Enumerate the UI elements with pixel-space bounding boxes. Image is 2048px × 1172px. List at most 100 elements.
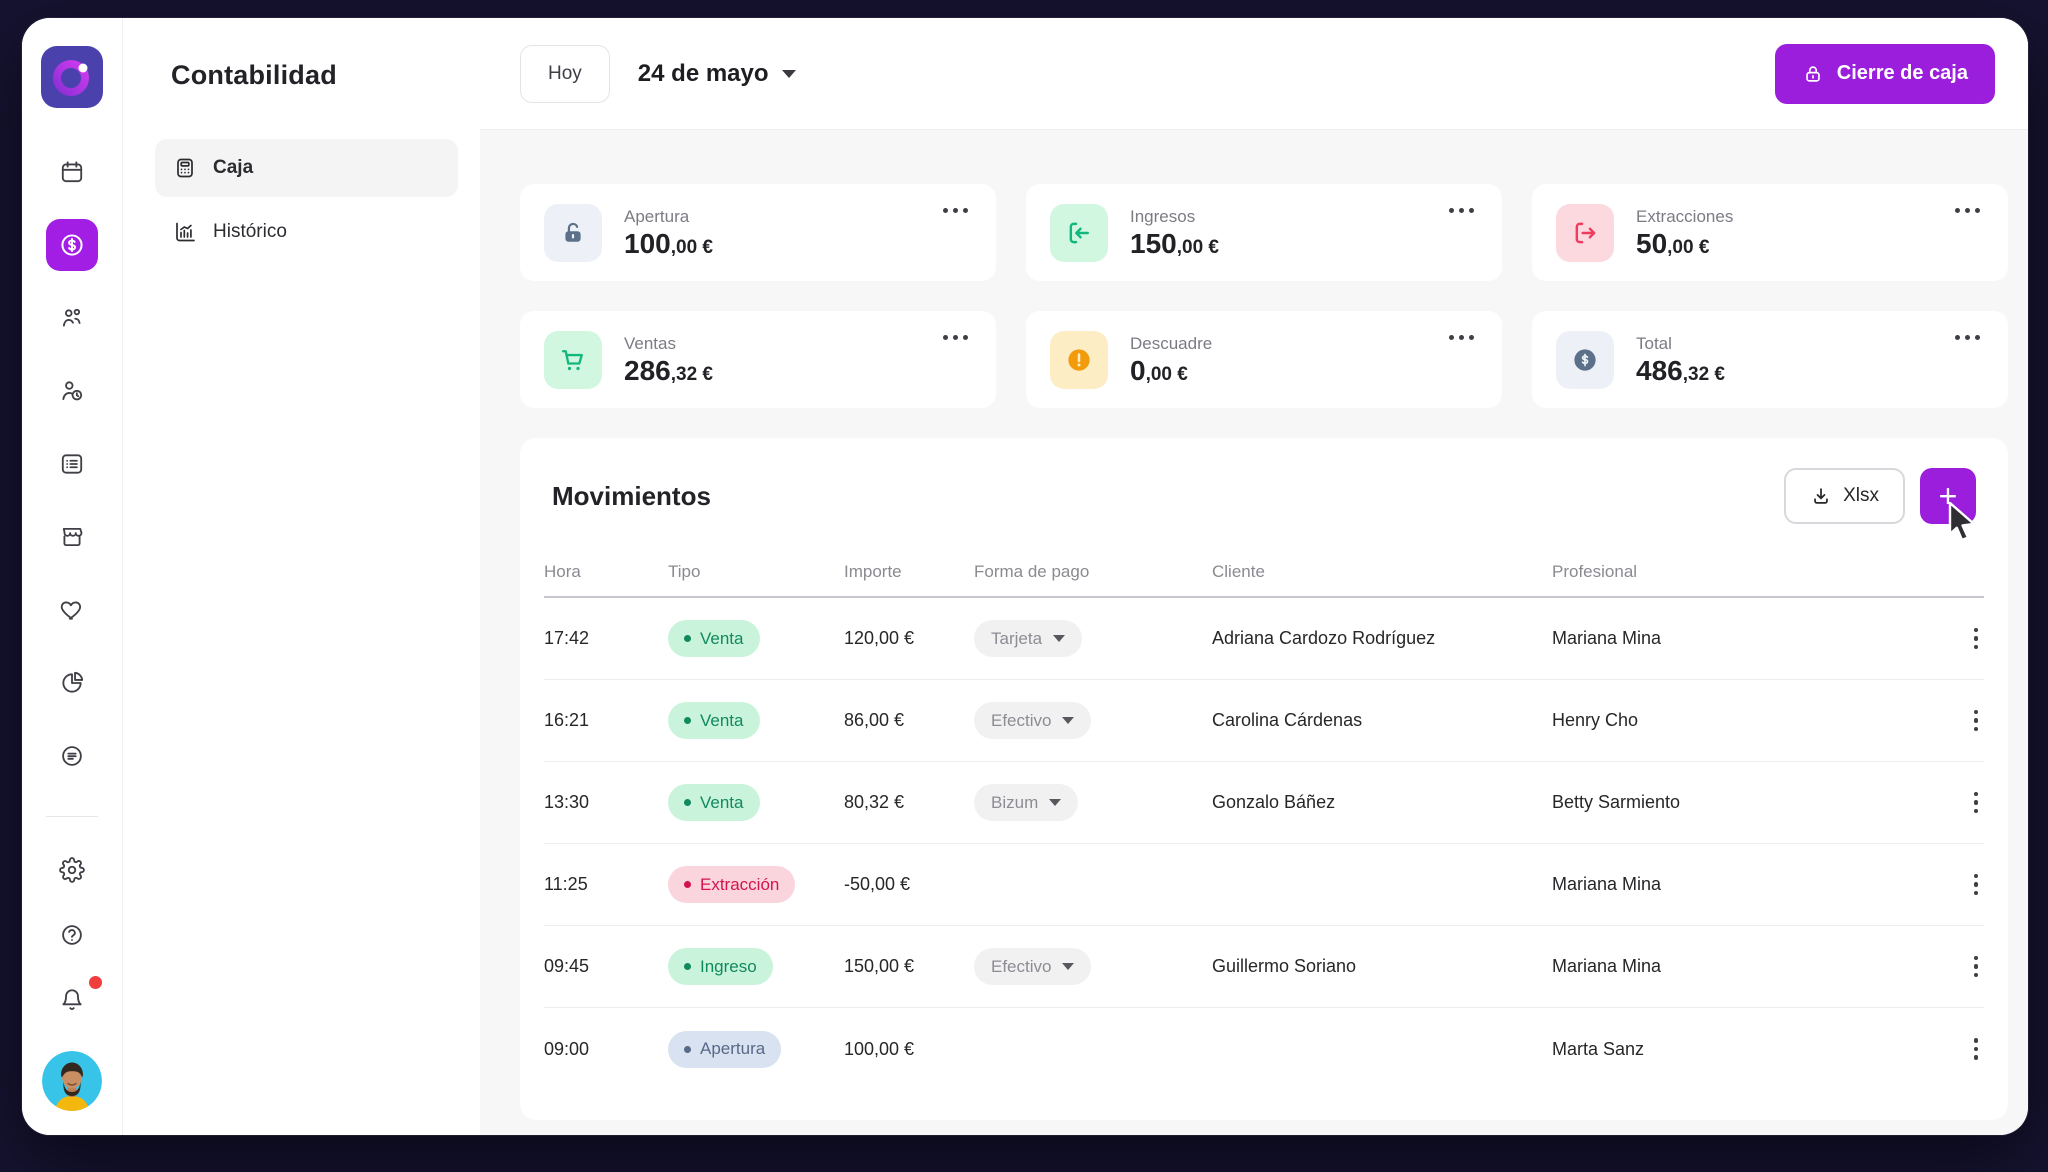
status-badge: Venta [668,702,760,739]
summary-cards: Apertura 100,00 € Ingresos 150,00 € [520,184,2008,408]
movements-header: Movimientos Xlsx + [544,462,1984,548]
chevron-down-icon [1062,717,1075,724]
table-row: 17:42 Venta 120,00 € Tarjeta Adriana Car… [544,598,1984,680]
cash-register-icon [173,156,197,180]
sidebar-item-caja[interactable]: Caja [155,139,458,197]
more-menu-icon[interactable] [1445,331,1478,344]
table-row: 09:45 Ingreso 150,00 € Efectivo Guillerm… [544,926,1984,1008]
more-menu-icon[interactable] [1445,204,1478,217]
chevron-down-icon [1062,963,1075,970]
table-row: 13:30 Venta 80,32 € Bizum Gonzalo Báñez … [544,762,1984,844]
payment-method-dropdown[interactable]: Bizum [974,784,1079,821]
card-descuadre: Descuadre 0,00 € [1026,311,1502,408]
cash-out-icon [1556,203,1614,262]
card-value: 486,32 € [1636,355,1725,386]
sidebar: Contabilidad Caja Histórico [123,18,480,1135]
column-header-tipo: Tipo [668,562,701,581]
table-row: 09:00 Apertura 100,00 € Marta Sanz [544,1008,1984,1090]
column-header-cliente: Cliente [1212,562,1265,581]
avatar[interactable] [42,1051,102,1111]
chevron-down-icon [1053,635,1066,642]
team-icon[interactable] [46,292,98,344]
more-menu-icon[interactable] [1951,331,1984,344]
chevron-down-icon [781,69,796,78]
card-ventas: Ventas 286,32 € [520,311,996,408]
lock-open-icon [544,203,602,262]
bell-icon[interactable] [46,976,102,1020]
card-extracciones: Extracciones 50,00 € [1532,184,2008,281]
status-badge: Extracción [668,866,796,903]
card-value: 286,32 € [624,355,713,386]
topbar: Hoy 24 de mayo Cierre de caja [480,18,2028,130]
date-label: 24 de mayo [637,59,769,87]
today-button[interactable]: Hoy [520,44,610,103]
sidebar-item-label: Caja [213,157,254,178]
export-xlsx-button[interactable]: Xlsx [1784,468,1905,524]
row-menu-icon[interactable] [1968,786,1985,820]
status-badge: Ingreso [668,948,773,985]
table-row: 16:21 Venta 86,00 € Efectivo Carolina Cá… [544,680,1984,762]
card-value: 150,00 € [1130,228,1219,259]
status-badge: Venta [668,784,760,821]
divider [46,816,98,817]
payment-method-dropdown[interactable]: Efectivo [974,948,1092,985]
row-menu-icon[interactable] [1968,1032,1985,1066]
chevron-down-icon [1049,799,1062,806]
page-title: Contabilidad [171,60,337,90]
cart-icon [544,330,602,389]
rail-bottom [42,816,102,1111]
row-menu-icon[interactable] [1968,950,1985,984]
content: Apertura 100,00 € Ingresos 150,00 € [480,130,2028,1135]
rail-nav [46,146,98,782]
card-ingresos: Ingresos 150,00 € [1026,184,1502,281]
table-row: 11:25 Extracción -50,00 € Mariana Mina [544,844,1984,926]
cash-in-icon [1050,203,1108,262]
app-logo[interactable] [41,46,103,108]
sidebar-item-label: Histórico [213,221,287,242]
download-icon [1814,488,1828,504]
main-area: Hoy 24 de mayo Cierre de caja Apertura 1 [480,18,2028,1135]
date-picker[interactable]: 24 de mayo [638,60,796,88]
payments-icon[interactable] [46,219,98,271]
column-header-importe: Importe [844,562,902,581]
row-menu-icon[interactable] [1968,622,1985,656]
row-menu-icon[interactable] [1968,704,1985,738]
card-apertura: Apertura 100,00 € [520,184,996,281]
heart-icon[interactable] [46,584,98,636]
lock-icon [1806,65,1820,82]
app-window: Contabilidad Caja Histórico Hoy 24 de ma… [22,18,2028,1135]
dollar-icon [1556,330,1614,389]
notes-icon[interactable] [46,730,98,782]
list-icon[interactable] [46,438,98,490]
person-schedule-icon[interactable] [46,365,98,417]
movements-title: Movimientos [552,480,711,511]
more-menu-icon[interactable] [939,204,972,217]
help-icon[interactable] [46,915,98,955]
add-movement-button[interactable]: + [1920,468,1976,524]
pie-chart-icon[interactable] [46,657,98,709]
column-header-pago: Forma de pago [974,562,1090,581]
payment-method-dropdown[interactable]: Tarjeta [974,620,1083,657]
calendar-icon[interactable] [46,146,98,198]
column-header-hora: Hora [544,562,581,581]
sidebar-item-historico[interactable]: Histórico [155,203,458,261]
column-header-profesional: Profesional [1552,562,1638,581]
close-register-button[interactable]: Cierre de caja [1774,43,1995,104]
payment-method-dropdown[interactable]: Efectivo [974,702,1092,739]
table-header: Hora Tipo Importe Forma de pago Cliente … [544,548,1984,598]
more-menu-icon[interactable] [1951,204,1984,217]
movements-panel: Movimientos Xlsx + Hora Tipo Importe For… [520,438,2008,1120]
card-value: 50,00 € [1636,228,1710,259]
icon-rail [22,18,123,1135]
store-icon[interactable] [46,511,98,563]
status-badge: Venta [668,620,760,657]
row-menu-icon[interactable] [1968,868,1985,902]
card-total: Total 486,32 € [1532,311,2008,408]
card-value: 100,00 € [624,228,713,259]
alert-icon [1050,330,1108,389]
settings-gear-icon[interactable] [46,850,98,890]
status-badge: Apertura [668,1030,782,1068]
bar-chart-icon [173,220,197,244]
more-menu-icon[interactable] [939,331,972,344]
